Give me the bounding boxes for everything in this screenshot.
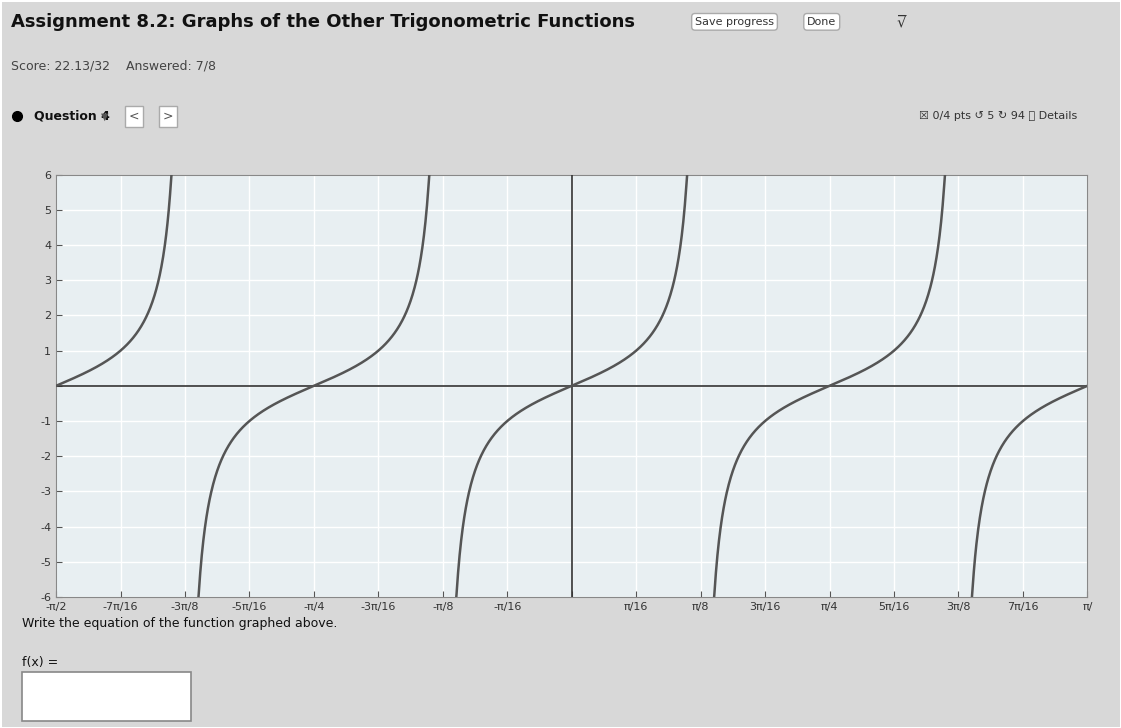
Text: Write the equation of the function graphed above.: Write the equation of the function graph… <box>22 617 337 630</box>
Text: f(x) =: f(x) = <box>22 656 58 669</box>
Text: Score: 22.13/32    Answered: 7/8: Score: 22.13/32 Answered: 7/8 <box>11 59 216 72</box>
Text: √̅: √̅ <box>897 15 907 29</box>
Text: Question 4: Question 4 <box>34 110 110 123</box>
Text: Done: Done <box>807 17 836 27</box>
Text: <: < <box>129 110 139 123</box>
Text: ▼: ▼ <box>101 111 109 122</box>
Text: >: > <box>163 110 173 123</box>
Text: ☒ 0/4 pts ↺ 5 ↻ 94 ⓘ Details: ☒ 0/4 pts ↺ 5 ↻ 94 ⓘ Details <box>919 111 1077 122</box>
FancyBboxPatch shape <box>22 672 191 721</box>
Text: Save progress: Save progress <box>695 17 773 27</box>
Text: Assignment 8.2: Graphs of the Other Trigonometric Functions: Assignment 8.2: Graphs of the Other Trig… <box>11 13 636 31</box>
